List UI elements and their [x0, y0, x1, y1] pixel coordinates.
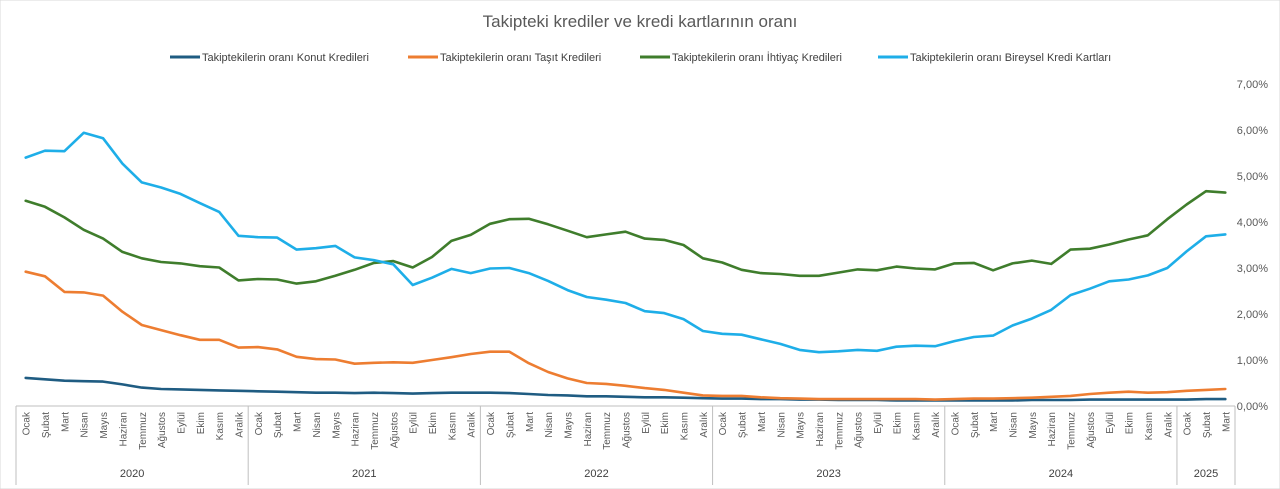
legend-item: Takiptekilerin oranı Taşıt Kredileri	[408, 52, 601, 64]
x-tick-label: Mart	[293, 412, 304, 432]
x-tick-label: Mayıs	[331, 412, 342, 439]
x-tick-label: Şubat	[1202, 412, 1213, 438]
y-axis: 0,00% 1,00% 2,00% 3,00% 4,00% 5,00% 6,00% 7,00%	[1237, 79, 1268, 413]
x-tick-label: Mart	[1221, 412, 1232, 432]
x-tick-label: Haziran	[118, 412, 129, 446]
x-tick-label: Temmuz	[138, 412, 149, 450]
x-tick-label: Ekim	[892, 412, 903, 434]
x-tick-label: Mart	[525, 412, 536, 432]
legend-item: Takiptekilerin oranı Bireysel Kredi Kart…	[878, 52, 1111, 64]
x-tick-label: Haziran	[583, 412, 594, 446]
x-tick-label: Ocak	[950, 411, 961, 435]
x-tick-label: Nisan	[544, 412, 555, 438]
series-layer	[24, 131, 1227, 402]
series-line-3	[24, 131, 1227, 354]
series-line-2	[24, 189, 1227, 285]
year-label: 2021	[352, 468, 376, 480]
series-line-1	[24, 270, 1227, 401]
x-tick-label: Ekim	[1125, 412, 1136, 434]
x-tick-label: Kasım	[1144, 412, 1155, 440]
y-tick-label: 3,00%	[1237, 263, 1268, 275]
x-tick-label: Eylül	[176, 412, 187, 434]
x-tick-label: Şubat	[505, 412, 516, 438]
legend-item: Takiptekilerin oranı Konut Kredileri	[170, 52, 369, 64]
x-tick-label: Ağustos	[854, 412, 865, 448]
x-tick-label: Ağustos	[622, 412, 633, 448]
x-tick-label: Mayıs	[796, 412, 807, 439]
x-tick-label: Aralık	[235, 411, 246, 438]
x-tick-label: Eylül	[409, 412, 420, 434]
x-tick-label: Aralık	[1163, 411, 1174, 438]
x-tick-label: Şubat	[41, 412, 52, 438]
year-label: 2022	[584, 468, 608, 480]
x-tick-label: Mayıs	[563, 412, 574, 439]
y-tick-label: 2,00%	[1237, 309, 1268, 321]
x-tick-label: Kasım	[215, 412, 226, 440]
legend-label: Takiptekilerin oranı Bireysel Kredi Kart…	[910, 52, 1111, 64]
x-tick-label: Ağustos	[157, 412, 168, 448]
x-tick-label: Aralık	[931, 411, 942, 438]
x-tick-label: Eylül	[641, 412, 652, 434]
x-tick-label: Mart	[757, 412, 768, 432]
x-tick-label: Ağustos	[1086, 412, 1097, 448]
legend-item: Takiptekilerin oranı İhtiyaç Kredileri	[640, 51, 842, 64]
year-label: 2023	[816, 468, 840, 480]
legend-label: Takiptekilerin oranı Taşıt Kredileri	[440, 52, 601, 64]
x-tick-label: Temmuz	[602, 412, 613, 450]
y-tick-label: 7,00%	[1237, 79, 1268, 91]
x-tick-label: Kasım	[680, 412, 691, 440]
legend-label: Takiptekilerin oranı İhtiyaç Kredileri	[672, 51, 842, 64]
x-tick-label: Eylül	[873, 412, 884, 434]
x-tick-label: Şubat	[738, 412, 749, 438]
x-tick-label: Şubat	[970, 412, 981, 438]
y-tick-label: 5,00%	[1237, 171, 1268, 183]
x-tick-label: Kasım	[447, 412, 458, 440]
legend-label: Takiptekilerin oranı Konut Kredileri	[202, 52, 369, 64]
x-tick-label: Ekim	[660, 412, 671, 434]
year-label: 2024	[1049, 468, 1073, 480]
y-tick-label: 4,00%	[1237, 217, 1268, 229]
chart-title: Takipteki krediler ve kredi kartlarının …	[483, 12, 798, 31]
y-tick-label: 6,00%	[1237, 125, 1268, 137]
x-tick-label: Mart	[989, 412, 1000, 432]
year-label: 2025	[1194, 468, 1218, 480]
x-tick-label: Aralık	[467, 411, 478, 438]
x-tick-label: Haziran	[351, 412, 362, 446]
x-tick-label: Nisan	[80, 412, 91, 438]
x-tick-label: Ekim	[428, 412, 439, 434]
x-tick-label: Kasım	[912, 412, 923, 440]
x-tick-label: Temmuz	[834, 412, 845, 450]
year-label: 2020	[120, 468, 144, 480]
x-tick-label: Ekim	[196, 412, 207, 434]
x-tick-label: Eylül	[1105, 412, 1116, 434]
legend: Takiptekilerin oranı Konut Kredileri Taki…	[170, 51, 1111, 64]
x-tick-label: Temmuz	[1067, 412, 1078, 450]
x-tick-label: Temmuz	[370, 412, 381, 450]
x-tick-label: Ocak	[718, 411, 729, 435]
x-tick-label: Haziran	[1047, 412, 1058, 446]
y-tick-label: 0,00%	[1237, 401, 1268, 413]
x-tick-label: Ocak	[1183, 411, 1194, 435]
x-tick-label: Ağustos	[389, 412, 400, 448]
x-tick-label: Mayıs	[99, 412, 110, 439]
x-tick-label: Ocak	[254, 411, 265, 435]
x-tick-label: Ocak	[486, 411, 497, 435]
series-line-0	[24, 376, 1227, 402]
x-axis: Ocak Şubat Mart Nisan Mayıs Haziran Temmuz Ağus…	[15, 405, 1236, 485]
x-tick-label: Mart	[60, 412, 71, 432]
x-tick-label: Aralık	[699, 411, 710, 438]
y-tick-label: 1,00%	[1237, 355, 1268, 367]
x-tick-label: Nisan	[1008, 412, 1019, 438]
x-tick-label: Haziran	[815, 412, 826, 446]
x-tick-label: Mayıs	[1028, 412, 1039, 439]
x-tick-label: Nisan	[776, 412, 787, 438]
x-tick-label: Ocak	[22, 411, 33, 435]
x-tick-label: Nisan	[312, 412, 323, 438]
x-tick-label: Şubat	[273, 412, 284, 438]
